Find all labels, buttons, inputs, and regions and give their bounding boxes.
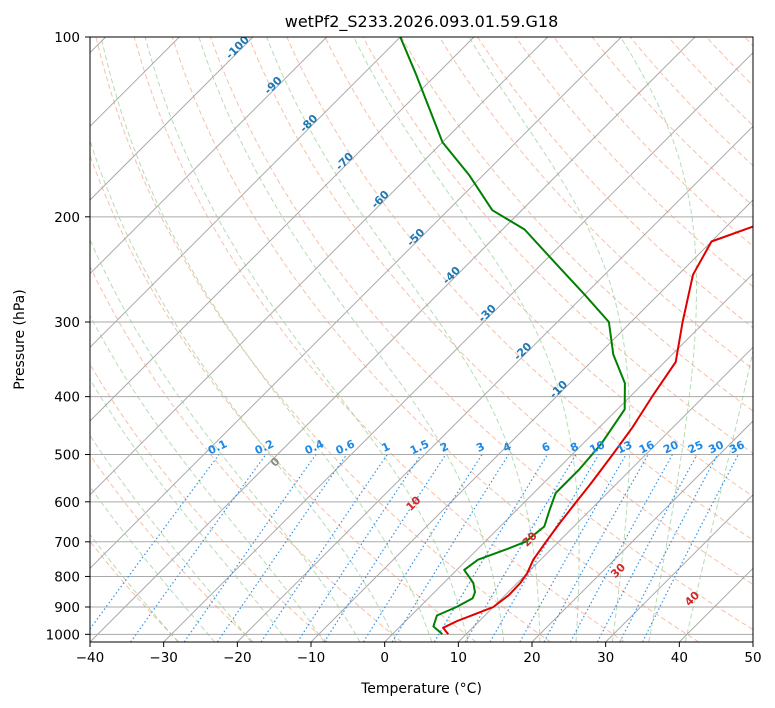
x-tick-label: 0 (380, 650, 389, 666)
dry-adiabat-line (324, 37, 753, 498)
dry-adiabat-line (248, 37, 753, 586)
dewpoint-profile (399, 37, 626, 636)
x-tick-label: 10 (450, 650, 467, 666)
y-tick-label: 1000 (46, 627, 80, 643)
dry-adiabat-line (286, 37, 753, 541)
mixing-ratio-line (130, 454, 267, 642)
y-tick-label: 800 (54, 569, 80, 585)
isotherm-line (90, 37, 549, 496)
mixing-ratio-line (489, 454, 600, 642)
plot-frame (89, 36, 754, 643)
moist-adiabat-line (684, 348, 753, 642)
mixing-ratio-lines (90, 454, 739, 642)
mixing-ratio-label: 20 (661, 438, 681, 456)
isotherm-line (605, 493, 753, 642)
dry-adiabat-line (90, 453, 254, 642)
dry-adiabat-line (629, 37, 753, 167)
moist-adiabat-line (90, 138, 397, 642)
moist-adiabat-line (266, 37, 541, 642)
sounding-series (399, 37, 753, 636)
mixing-ratio-line (323, 454, 447, 642)
mixing-ratio-line (519, 454, 627, 642)
y-tick-label: 300 (54, 315, 80, 331)
mixing-ratio-line (216, 454, 348, 642)
x-tick-label: 50 (744, 650, 761, 666)
mixing-ratio-label: 16 (637, 438, 657, 456)
moist-adiabat-line (620, 37, 697, 642)
mixing-ratio-line (183, 454, 317, 642)
mixing-ratio-label: 30 (706, 438, 726, 456)
moist-adiabat-line (90, 238, 361, 642)
pressure-gridlines (90, 37, 753, 635)
y-tick-label: 100 (54, 30, 80, 46)
isotherm-line (90, 37, 328, 275)
x-tick-label: 40 (671, 650, 688, 666)
isotherm-line (531, 420, 753, 642)
moist-adiabats (90, 37, 753, 642)
isotherm-line (457, 346, 753, 642)
chart-title: wetPf2_S233.2026.093.01.59.G18 (285, 12, 559, 32)
y-tick-label: 400 (54, 390, 80, 406)
moist-adiabat-line (198, 37, 505, 642)
dry-adiabat-line (90, 153, 477, 642)
mixing-ratio-label: 10 (588, 438, 608, 456)
moist-adiabat-line (468, 37, 631, 642)
plot-area: -100-90-80-70-60-50-40-30-20-10 0.1 0.2 0.… (90, 37, 753, 642)
dry-adiabats (90, 37, 753, 642)
dry-adiabat-line (362, 37, 753, 455)
x-tick-label: −40 (76, 650, 105, 666)
isotherm-line (163, 51, 753, 642)
x-tick-label: 20 (523, 650, 540, 666)
mixing-ratio-label: 13 (615, 438, 634, 456)
isotherm-line (90, 37, 254, 201)
moist-adiabat-line (144, 37, 469, 642)
dry-adiabat-line (95, 37, 551, 642)
x-axis-label: Temperature (°C) (360, 681, 482, 697)
dry-adiabat-line (90, 265, 403, 642)
isotherm-line (90, 37, 401, 349)
isotherm-line (90, 37, 696, 642)
y-tick-label: 600 (54, 495, 80, 511)
dry-adiabat-line (90, 363, 328, 642)
dry-adiabat-line (133, 37, 625, 642)
mixing-ratio-line (433, 454, 549, 642)
x-tick-label: −10 (297, 650, 326, 666)
temperature-profile (442, 225, 753, 635)
y-tick-label: 200 (54, 210, 80, 226)
moist-adiabat-line (90, 434, 252, 642)
moist-adiabat-line (90, 314, 325, 642)
isotherm-line (384, 272, 753, 642)
mixing-ratio-label: 36 (727, 438, 747, 456)
dry-adiabat-line (400, 37, 753, 412)
mixing-ratio-labels: 0.1 0.2 0.4 0.6 1 1.5 2 3 4 6 8 10 13 16 20 25 30 36 (206, 437, 747, 457)
x-tick-label: −30 (149, 650, 178, 666)
moist-adiabat-line (100, 37, 433, 642)
dry-adiabat-line (553, 37, 753, 247)
mixing-ratio-label: 25 (686, 438, 705, 456)
isotherms (90, 37, 753, 642)
mixing-ratio-line (596, 454, 698, 642)
y-axis-label: Pressure (hPa) (12, 289, 28, 389)
dry-adiabat-line (210, 37, 753, 631)
x-tick-label: −20 (223, 650, 252, 666)
moist-adiabat-line (353, 37, 580, 642)
y-tick-label: 500 (54, 448, 80, 464)
isotherm-line (90, 37, 475, 422)
x-axis-ticks: −40 −30 −20 −10 0 10 20 30 40 50 (76, 642, 762, 666)
y-tick-label: 900 (54, 600, 80, 616)
dry-adiabat-line (515, 37, 753, 288)
mixing-ratio-line (296, 454, 422, 642)
mixing-ratio-line (260, 454, 388, 642)
x-tick-label: 30 (597, 650, 614, 666)
isotherm-line (310, 199, 753, 642)
mixing-ratio-line (90, 454, 220, 630)
mixing-ratio-line (569, 454, 673, 642)
isotherm-line (236, 125, 753, 642)
y-axis-ticks: 100 200 300 400 500 600 700 800 900 1000 (46, 30, 90, 643)
y-tick-label: 700 (54, 535, 80, 551)
mixing-ratio-line (464, 454, 577, 642)
isotherm-line (90, 37, 622, 570)
